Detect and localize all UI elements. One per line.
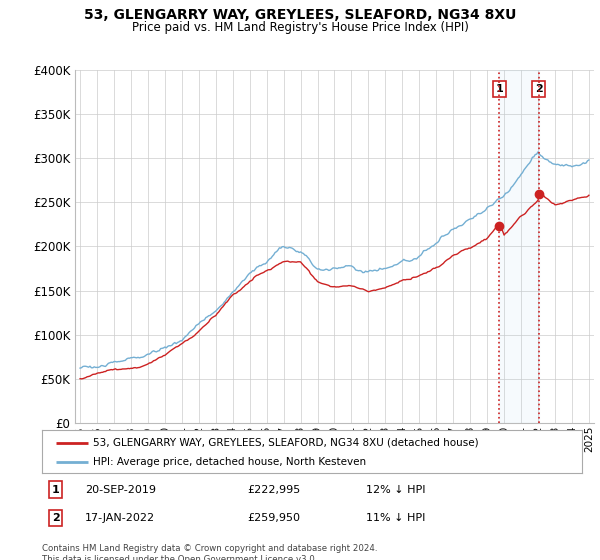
Text: HPI: Average price, detached house, North Kesteven: HPI: Average price, detached house, Nort… — [94, 458, 367, 467]
Text: £259,950: £259,950 — [247, 513, 300, 523]
Text: 53, GLENGARRY WAY, GREYLEES, SLEAFORD, NG34 8XU: 53, GLENGARRY WAY, GREYLEES, SLEAFORD, N… — [84, 8, 516, 22]
Text: 17-JAN-2022: 17-JAN-2022 — [85, 513, 155, 523]
Text: 11% ↓ HPI: 11% ↓ HPI — [366, 513, 425, 523]
Text: 12% ↓ HPI: 12% ↓ HPI — [366, 484, 425, 494]
Text: 2: 2 — [535, 84, 542, 94]
Text: Contains HM Land Registry data © Crown copyright and database right 2024.
This d: Contains HM Land Registry data © Crown c… — [42, 544, 377, 560]
Text: 2: 2 — [52, 513, 59, 523]
Text: Price paid vs. HM Land Registry's House Price Index (HPI): Price paid vs. HM Land Registry's House … — [131, 21, 469, 34]
Text: 20-SEP-2019: 20-SEP-2019 — [85, 484, 156, 494]
Text: 1: 1 — [52, 484, 59, 494]
Text: £222,995: £222,995 — [247, 484, 301, 494]
Bar — [499, 70, 539, 423]
Text: 53, GLENGARRY WAY, GREYLEES, SLEAFORD, NG34 8XU (detached house): 53, GLENGARRY WAY, GREYLEES, SLEAFORD, N… — [94, 437, 479, 447]
Text: 1: 1 — [496, 84, 503, 94]
